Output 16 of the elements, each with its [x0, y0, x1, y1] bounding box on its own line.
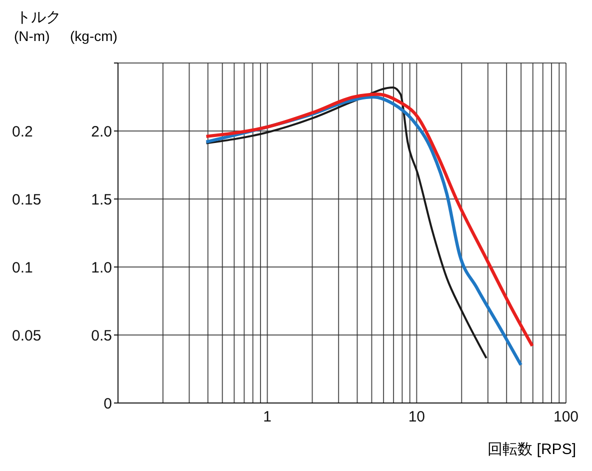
y-tick-label: 1.0	[91, 259, 112, 276]
y-tick-label: 0.5	[91, 327, 112, 344]
x-tick-label: 100	[553, 408, 579, 426]
text: トルク	[16, 8, 61, 27]
y2-axis-title: (N-m)	[14, 28, 50, 44]
y2-tick-label: 0.05	[12, 327, 42, 344]
y2-tick-label: 0.15	[12, 191, 42, 208]
y-tick-label: 0	[104, 395, 112, 412]
x-axis-title: 回転数 [RPS]	[488, 440, 576, 459]
x-tick-label: 1	[263, 408, 272, 426]
x-tick-label: 10	[408, 408, 426, 426]
y2-tick-label: 0.2	[12, 123, 33, 140]
y-axis-title: (kg-cm)	[70, 28, 118, 44]
y2-tick-label: 0.1	[12, 259, 33, 276]
y-tick-label: 2.0	[91, 123, 112, 140]
y-tick-label: 1.5	[91, 191, 112, 208]
